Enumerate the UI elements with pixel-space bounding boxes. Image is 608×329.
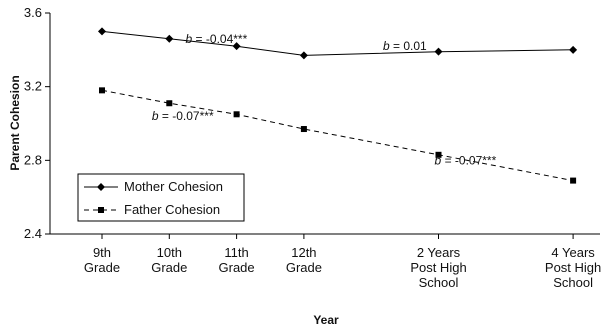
slope-annotation: b = -0.07*** (435, 153, 497, 167)
x-tick-label-line: 12th (291, 245, 316, 260)
legend-box (77, 173, 245, 222)
series-line-mother (101, 30, 574, 56)
data-point-mother (232, 42, 241, 51)
x-tick-label-line: Grade (286, 260, 322, 275)
slope-annotation: b = -0.04*** (186, 32, 248, 46)
x-tick-label-line: 2 Years (417, 245, 461, 260)
data-point-father (435, 151, 442, 158)
x-tick-label: 9th Grade (84, 245, 120, 275)
series-line-father (101, 89, 574, 182)
legend-label-father: Father Cohesion (124, 202, 220, 217)
y-tick-label: 2.4 (24, 226, 42, 241)
x-tick-label: 11th Grade (219, 245, 255, 275)
slope-annotation: b = 0.01 (383, 39, 427, 53)
data-point-father (300, 126, 307, 133)
y-tick-label: 3.2 (24, 79, 42, 94)
x-tick-label-line: Grade (151, 260, 187, 275)
x-tick-label-line: Grade (84, 260, 120, 275)
slope-annotation-symbol: b (152, 109, 159, 123)
series-markers (98, 27, 578, 184)
x-tick-label-line: 9th (93, 245, 111, 260)
data-point-father (233, 111, 240, 118)
legend-marker-father-icon (98, 207, 104, 213)
y-tick-label: 2.8 (24, 152, 42, 167)
x-tick-label-line: School (419, 275, 459, 290)
data-point-father (570, 177, 577, 184)
x-tick-label: 2 Years Post High School (410, 245, 466, 290)
y-axis-label: Parent Cohesion (8, 75, 22, 170)
annotations: b = -0.04***b = 0.01b = -0.07***b = -0.0… (152, 32, 497, 168)
x-tick-label-line: 11th (224, 245, 248, 260)
data-point-mother (165, 34, 174, 43)
x-tick-label-line: 10th (157, 245, 182, 260)
x-tick-label-line: 4 Years (551, 245, 595, 260)
data-point-mother (434, 47, 443, 56)
x-tick-label-line: School (553, 275, 593, 290)
data-point-mother (569, 45, 578, 54)
slope-annotation-value: = -0.07*** (441, 153, 496, 167)
slope-annotation-value: = -0.04*** (192, 32, 247, 46)
data-point-mother (299, 51, 308, 60)
data-point-father (99, 87, 105, 94)
x-tick-label-line: Post High (545, 260, 601, 275)
y-axis-ticks: 2.4 2.8 3.2 3.6 (24, 5, 50, 241)
y-tick-label: 3.6 (24, 5, 42, 20)
legend: Mother Cohesion Father Cohesion (77, 173, 245, 222)
slope-annotation: b = -0.07*** (152, 109, 214, 123)
legend-label-mother: Mother Cohesion (124, 179, 223, 194)
slope-annotation-value: = 0.01 (390, 39, 427, 53)
slope-annotation-value: = -0.07*** (159, 109, 214, 123)
x-tick-label: 4 Years Post High School (545, 245, 601, 290)
data-point-mother (98, 27, 106, 36)
slope-annotation-symbol: b (186, 32, 193, 46)
x-tick-label-line: Post High (410, 260, 466, 275)
series-lines (101, 30, 574, 182)
data-point-father (166, 100, 173, 107)
legend-marker-mother-icon (97, 183, 105, 191)
slope-annotation-symbol: b (435, 153, 442, 167)
x-tick-label: 12th Grade (286, 245, 322, 275)
x-axis-label: Year (313, 313, 339, 327)
x-tick-label-line: Grade (219, 260, 255, 275)
slope-annotation-symbol: b (383, 39, 390, 53)
x-tick-label: 10th Grade (151, 245, 187, 275)
